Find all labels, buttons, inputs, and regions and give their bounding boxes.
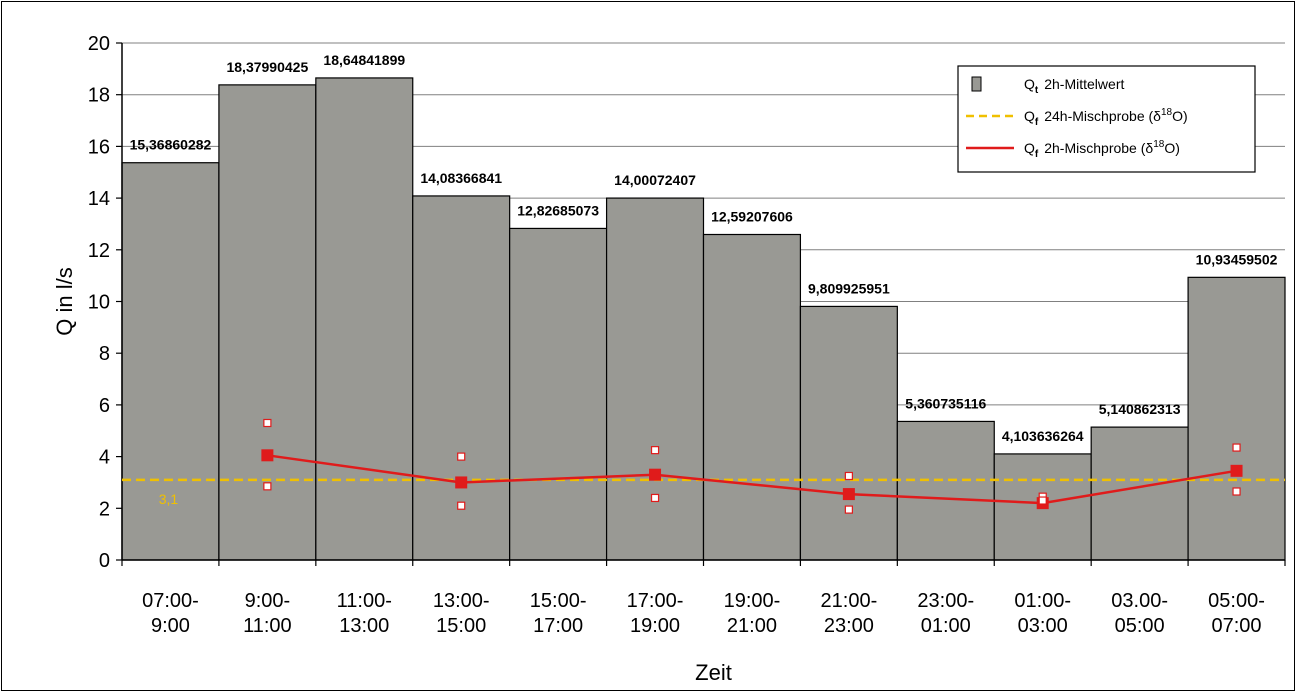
mix2-lower-marker — [1038, 496, 1047, 505]
y-axis-title: Q in l/s — [52, 267, 77, 335]
bar-data-label: 4,103636264 — [1002, 428, 1084, 444]
mix2-upper-marker — [650, 446, 660, 455]
mix2-point — [261, 449, 274, 462]
legend-entry-text: Qf 2h-Mischprobe (δ18O) — [1024, 139, 1180, 160]
mix2-point — [455, 476, 468, 489]
bar-data-label: 18,64841899 — [323, 52, 405, 68]
mix2-point — [842, 488, 855, 501]
bar-data-label: 14,00072407 — [614, 172, 696, 188]
mix2-lower-marker — [457, 501, 466, 510]
y-tick-label: 14 — [88, 188, 110, 210]
bar — [509, 227, 608, 561]
x-tick-label: 13:00-15:00 — [433, 590, 490, 637]
y-tick-label: 6 — [99, 395, 110, 417]
bar — [702, 233, 802, 561]
mix2-line — [267, 454, 1237, 505]
legend-entry-text: Qt 2h-Mittelwert — [1024, 76, 1124, 96]
mix2-upper-marker — [844, 471, 853, 481]
mix2-upper-marker — [263, 418, 272, 428]
mix2-lower-marker — [1232, 487, 1241, 496]
bar-data-label: 14,08366841 — [420, 170, 502, 186]
y-tick-label: 8 — [99, 343, 110, 365]
bar-data-label: 12,59207606 — [711, 208, 793, 224]
bar — [1187, 276, 1286, 561]
bar-data-label: 10,93459502 — [1196, 251, 1278, 267]
x-axis-title: Zeit — [695, 660, 732, 685]
bar-data-label: 5,360735116 — [905, 395, 986, 411]
bar — [799, 305, 898, 561]
y-tick-label: 4 — [99, 447, 110, 469]
bar — [605, 197, 705, 561]
bar — [412, 195, 511, 561]
mix24-value-label: 3,1 — [159, 491, 179, 507]
x-tick-label: 21:00-23:00 — [821, 590, 878, 637]
x-tick-label: 11:00-13:00 — [337, 590, 392, 637]
y-tick-label: 10 — [88, 292, 110, 314]
mix2-upper-marker — [1232, 443, 1241, 452]
y-tick-label: 20 — [88, 33, 110, 55]
bar-data-label: 9,809925951 — [808, 280, 890, 296]
legend-bar-swatch — [971, 76, 982, 92]
x-tick-label: 07:00-9:00 — [142, 590, 199, 637]
bar-data-label: 5,140862313 — [1099, 401, 1181, 417]
bar-data-label: 12,82685073 — [517, 202, 599, 218]
mix2-lower-marker — [844, 505, 853, 514]
bar-data-label: 18,37990425 — [226, 59, 308, 75]
x-tick-label: 19:00-21:00 — [724, 590, 781, 637]
mix2-point — [1230, 464, 1243, 477]
x-tick-label: 23:00-01:00 — [917, 590, 974, 637]
bar — [896, 420, 995, 561]
x-tick-label: 03.00-05:00 — [1111, 590, 1168, 637]
y-tick-label: 0 — [99, 550, 110, 572]
mix2-upper-marker — [457, 452, 466, 461]
x-tick-label: 17:00-19:00 — [627, 590, 684, 637]
bar — [315, 77, 414, 561]
y-tick-label: 12 — [88, 240, 110, 262]
bar-data-label: 15,36860282 — [130, 137, 212, 153]
y-tick-label: 18 — [88, 85, 110, 107]
x-tick-label: 01:00-03:00 — [1014, 590, 1071, 637]
legend-box — [957, 65, 1256, 173]
mix2-point — [649, 468, 662, 481]
legend-entry-text: Qf 24h-Mischprobe (δ18O) — [1024, 107, 1188, 128]
x-tick-label: 05:00-07:00 — [1208, 590, 1265, 637]
y-tick-label: 16 — [88, 136, 110, 158]
mix2-lower-marker — [650, 493, 660, 503]
x-tick-label: 9:00-11:00 — [243, 590, 292, 637]
x-tick-label: 15:00-17:00 — [530, 590, 587, 637]
y-tick-label: 2 — [99, 498, 110, 520]
mix2-lower-marker — [263, 482, 272, 491]
